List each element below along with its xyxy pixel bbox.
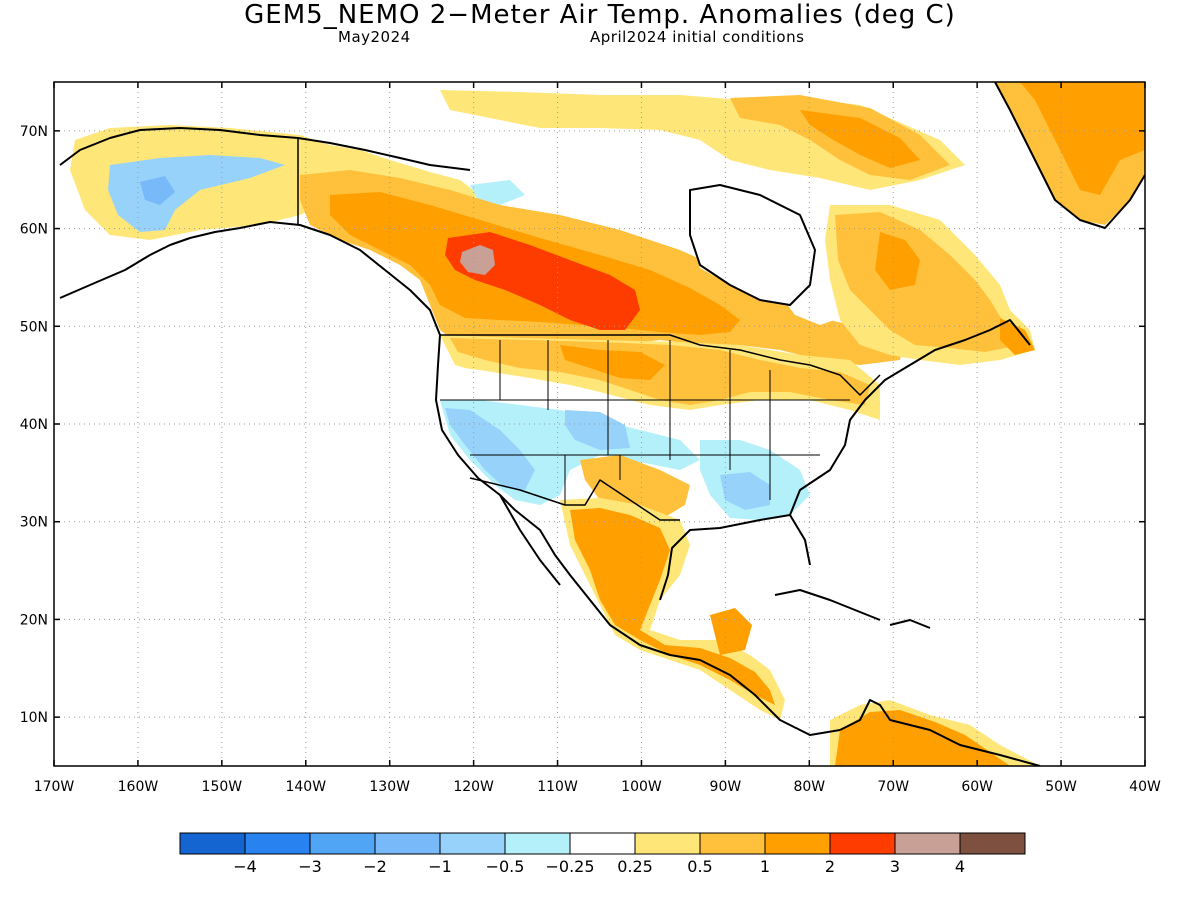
colorbar-label: 1 (760, 857, 770, 876)
region-yukon-cool (470, 180, 525, 205)
region-eastern-canada-deep (875, 232, 920, 290)
lon-tick-label: 120W (453, 779, 494, 795)
colorbar-swatch (504, 832, 571, 855)
lat-tick-label: 50N (20, 319, 48, 335)
coastlines (59, 82, 1145, 766)
lon-tick-label: 80W (793, 779, 825, 795)
region-canada-peak (460, 245, 495, 275)
lon-tick-label: 110W (537, 779, 578, 795)
coastline-cuba (774, 589, 881, 621)
colorbar-label: −1 (428, 857, 452, 876)
colorbar-label: −0.25 (545, 857, 594, 876)
colorbar-label: 0.5 (687, 857, 712, 876)
colorbar-label: 0.25 (617, 857, 653, 876)
colorbar-label: 4 (955, 857, 965, 876)
lat-tick-label: 10N (20, 710, 48, 726)
colorbar: −4 −3 −2 −1 −0.5 −0.25 0.25 0.5 1 2 3 4 (179, 832, 1026, 876)
colorbar-label: −3 (298, 857, 322, 876)
coastline-gulf-east (659, 319, 1041, 766)
colorbar-label: 3 (890, 857, 900, 876)
region-us-north-orange (450, 338, 870, 405)
colorbar-swatch (244, 832, 311, 855)
initial-conditions-label: April2024 initial conditions (590, 28, 805, 46)
region-south-america-orange (835, 710, 1010, 766)
colorbar-swatch (894, 832, 961, 855)
lat-tick-label: 60N (20, 222, 48, 238)
border-us-canada (440, 334, 881, 396)
lon-tick-label: 40W (1129, 779, 1161, 795)
border-us-mexico (469, 477, 680, 521)
lon-tick-label: 160W (118, 779, 159, 795)
coastline-alaska-north (59, 127, 471, 171)
lon-tick-label: 90W (710, 779, 742, 795)
region-ontario-neutral (780, 270, 840, 325)
region-texas-warm (580, 455, 690, 520)
region-mexico-orange (570, 508, 775, 705)
colorbar-swatch (764, 832, 831, 855)
state-lines (440, 340, 850, 505)
region-us-southwest-cool-2 (565, 410, 630, 450)
coastline-greenland (994, 82, 1145, 229)
region-us-north-deep (560, 345, 665, 380)
region-alaska-cooler (140, 176, 175, 205)
colorbar-swatch (699, 832, 766, 855)
map-title: GEM5_NEMO 2−Meter Air Temp. Anomalies (d… (244, 0, 956, 30)
anomaly-fields (70, 82, 1145, 766)
region-arctic-islands-deep (800, 110, 920, 168)
region-alaska-cool (108, 155, 285, 232)
lon-tick-label: 70W (877, 779, 909, 795)
region-greenland-deep (1020, 82, 1145, 195)
colorbar-swatch (569, 832, 636, 855)
colorbar-label: −4 (233, 857, 257, 876)
region-newfoundland (1000, 318, 1035, 355)
lat-tick-label: 70N (20, 124, 48, 140)
colorbar-label: −0.5 (486, 857, 525, 876)
colorbar-swatch (179, 832, 246, 855)
coastline-hudson-bay (689, 184, 816, 306)
region-central-america (710, 608, 752, 655)
region-us-southwest-cool (445, 408, 535, 490)
colorbar-swatch (829, 832, 896, 855)
coastline-hispaniola (889, 619, 931, 629)
lon-tick-label: 170W (34, 779, 75, 795)
colorbar-swatch (959, 832, 1026, 855)
forecast-month: May2024 (338, 28, 411, 46)
graticule (54, 82, 1145, 766)
axis-ticks: 70N 60N 50N 40N 30N 20N 10N 170W 160W 150W 140W 130… (20, 82, 1161, 795)
lon-tick-label: 140W (285, 779, 326, 795)
lat-tick-label: 20N (20, 612, 48, 628)
coastline-north-america-west (59, 221, 841, 736)
lon-tick-label: 100W (621, 779, 662, 795)
colorbar-label: −2 (363, 857, 387, 876)
colorbar-swatch (634, 832, 701, 855)
colorbar-swatch (309, 832, 376, 855)
coastline-baja (499, 494, 561, 586)
colorbar-swatch (439, 832, 506, 855)
lon-tick-label: 50W (1045, 779, 1077, 795)
colorbar-label: 2 (825, 857, 835, 876)
region-us-southeast-cool-2 (720, 472, 770, 510)
lon-tick-label: 60W (961, 779, 993, 795)
lat-tick-label: 40N (20, 417, 48, 433)
colorbar-swatch (374, 832, 441, 855)
lon-tick-label: 150W (202, 779, 243, 795)
lon-tick-label: 130W (369, 779, 410, 795)
lat-tick-label: 30N (20, 515, 48, 531)
